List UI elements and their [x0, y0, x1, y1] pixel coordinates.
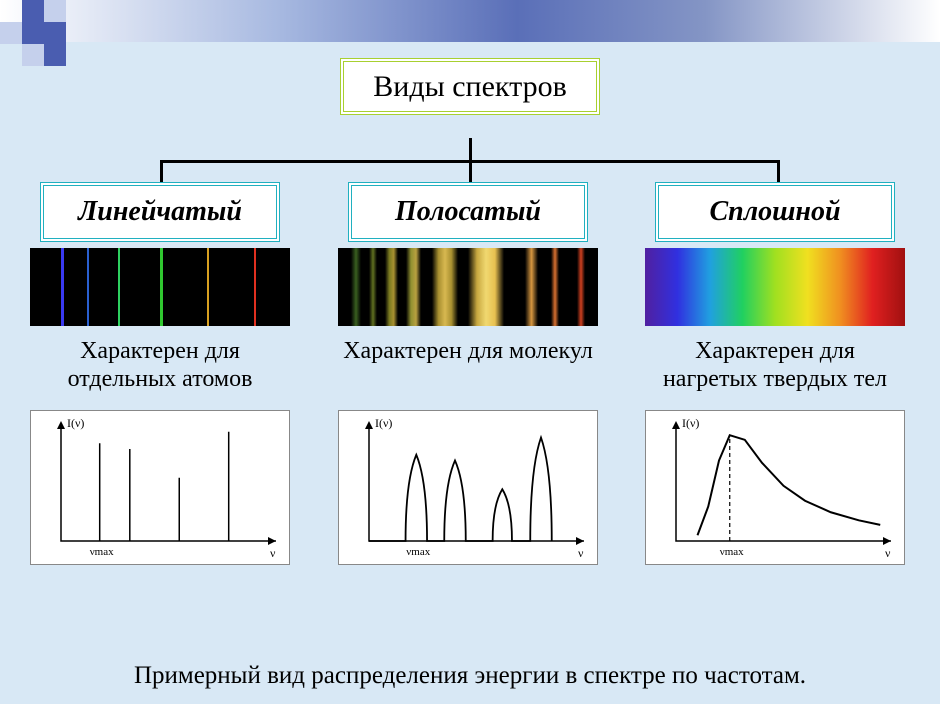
type-box-band: Полосатый	[348, 182, 588, 242]
svg-text:ν: ν	[885, 546, 891, 560]
svg-text:ν: ν	[578, 546, 584, 560]
intensity-graph-band: I(ν) ν νmax	[338, 410, 598, 565]
type-label: Линейчатый	[78, 196, 242, 227]
svg-text:ν: ν	[270, 546, 276, 560]
spectrum-continuous	[645, 248, 905, 326]
spectrum-line	[30, 248, 290, 326]
type-label: Полосатый	[395, 196, 541, 227]
title-box: Виды спектров	[340, 58, 600, 115]
title-text: Виды спектров	[373, 70, 567, 103]
type-box-continuous: Сплошной	[655, 182, 895, 242]
spectrum-band	[338, 248, 598, 326]
svg-text:I(ν): I(ν)	[682, 416, 699, 430]
top-gradient-bar	[0, 0, 940, 42]
type-label: Сплошной	[709, 196, 840, 227]
svg-text:νmax: νmax	[406, 546, 430, 558]
svg-text:I(ν): I(ν)	[67, 416, 84, 430]
type-box-line: Линейчатый	[40, 182, 280, 242]
caption-line: Характерен для отдельных атомов	[30, 338, 290, 393]
svg-text:I(ν): I(ν)	[375, 416, 392, 430]
intensity-graph-line: I(ν) ν νmax	[30, 410, 290, 565]
caption-band: Характерен для молекул	[338, 338, 598, 366]
corner-decoration	[0, 0, 90, 90]
svg-text:νmax: νmax	[90, 546, 114, 558]
caption-continuous: Характерен для нагретых твердых тел	[645, 338, 905, 393]
intensity-graph-continuous: I(ν) ν νmax	[645, 410, 905, 565]
bottom-caption: Примерный вид распределения энергии в сп…	[0, 662, 940, 690]
svg-text:νmax: νmax	[720, 546, 744, 558]
